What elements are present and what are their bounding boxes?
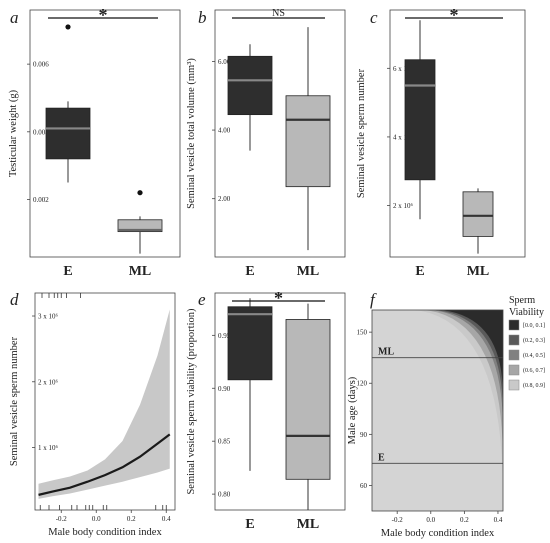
y-axis-label-e: Seminal vesicle sperm viability (proport… [186, 308, 197, 495]
fit-line-d [38, 433, 171, 496]
contour-band-2 [427, 310, 503, 435]
y-tick-label-d: 2 x 10⁶ [38, 378, 59, 386]
y-axis-label-d: Seminal vesicle sperm number [9, 336, 20, 466]
panel-c-sperm-number: 2 x 10⁶ 4 x 10⁶ 6 x 10⁶ Seminal vesicle spe… [356, 5, 526, 279]
x-axis-label-f: Male body condition index [381, 528, 495, 539]
legend-title-line1: Sperm [509, 295, 535, 306]
panel-d-sperm-number-vs-condition: -0.2 0.0 0.2 0.4 1 x 10⁶ 2 x 10⁶ 3 x 10⁶ Semina… [9, 292, 176, 538]
age-line-label-ML: ML [378, 347, 394, 358]
panel-label-c: c [370, 8, 378, 27]
box-a-E [45, 107, 91, 160]
y-tick-label-e: 0.95 [218, 332, 231, 340]
contour-band-3 [430, 310, 503, 418]
box-e-ML [285, 319, 331, 480]
box-c-E [404, 59, 436, 181]
contour-band-1 [420, 310, 503, 469]
x-category-label-b-ML: ML [297, 264, 320, 279]
box-b-ML [285, 95, 331, 188]
legend-label-0: [0.0, 0.1] [523, 323, 545, 329]
y-tick-label-a: 0.002 [33, 196, 49, 204]
box-e-E [227, 306, 273, 381]
x-tick-label-d: 0.2 [127, 515, 136, 523]
outlier-point-a [137, 190, 143, 196]
outlier-point-a [65, 24, 71, 30]
y-tick-label-f: 120 [357, 380, 368, 388]
panel-label-b: b [198, 8, 207, 27]
y-tick-label-a: 0.004 [33, 128, 49, 136]
y-tick-label-f: 90 [360, 431, 368, 439]
panel-label-e: e [198, 290, 206, 309]
significance-label-a: * [99, 5, 108, 25]
y-tick-label-b: 4.00 [218, 127, 231, 135]
y-tick-label-d: 3 x 10⁶ [38, 313, 59, 321]
panel-label-a: a [10, 8, 19, 27]
y-tick-label-b: 6.00 [218, 58, 231, 66]
x-category-label-a-ML: ML [129, 264, 152, 279]
legend-swatch-3 [508, 364, 520, 376]
panel-label-f: f [370, 290, 377, 309]
panel-f-viability-heatmap: ML E -0.2 0.0 0.2 0.4 60 90 120 150 Male age (days… [347, 295, 545, 539]
legend-label-3: (0.6, 0.7] [523, 367, 545, 374]
age-line-label-E: E [378, 452, 385, 463]
panel-e-sperm-viability: 0.80 0.85 0.90 0.95 Seminal vesicle sperm vi… [186, 288, 346, 532]
y-axis-label-a: Testicular weight (g) [8, 89, 19, 177]
x-tick-label-f: 0.0 [426, 516, 435, 524]
y-axis-label-f: Male age (days) [347, 376, 358, 444]
box-c-ML [462, 191, 494, 237]
y-tick-label-e: 0.90 [218, 385, 231, 393]
box-a-ML [117, 219, 163, 233]
legend-label-2: (0.4, 0.5] [523, 352, 545, 359]
legend-swatch-4 [508, 379, 520, 391]
y-tick-label-c: 4 x 10⁶ [393, 133, 414, 141]
y-tick-label-e: 0.85 [218, 438, 231, 446]
x-category-label-a-E: E [63, 264, 72, 279]
significance-label-b: NS [272, 8, 285, 19]
legend-swatch-1 [508, 334, 520, 346]
y-tick-label-c: 6 x 10⁶ [393, 65, 414, 73]
legend-label-4: (0.8, 0.9] [523, 382, 545, 389]
y-tick-label-b: 2.00 [218, 195, 231, 203]
x-category-label-c-E: E [415, 264, 424, 279]
x-category-label-c-ML: ML [467, 264, 490, 279]
x-tick-label-f: 0.2 [460, 516, 469, 524]
plot-frame-f [371, 309, 504, 512]
confidence-band-d [38, 309, 170, 499]
y-tick-label-d: 1 x 10⁶ [38, 444, 59, 452]
significance-label-e: * [274, 288, 283, 308]
legend-label-1: (0.2, 0.3] [523, 337, 545, 344]
y-tick-label-a: 0.006 [33, 61, 49, 69]
x-category-label-e-E: E [245, 517, 254, 532]
legend-title-line2: Viability [509, 307, 544, 318]
x-axis-label-d: Male body condition index [48, 527, 162, 538]
significance-label-c: * [450, 5, 459, 25]
panel-b-seminal-volume: 2.00 4.00 6.00 Seminal vesicle total volume… [186, 8, 346, 279]
x-tick-label-f: -0.2 [392, 516, 404, 524]
panel-a-testicular-weight: 0.002 0.004 0.006 Testicular weight (g) E ML * [8, 5, 181, 279]
contour-band-4 [435, 310, 503, 401]
x-tick-label-f: 0.4 [494, 516, 503, 524]
y-tick-label-f: 150 [357, 329, 368, 337]
box-b-E [227, 55, 273, 116]
heatmap-layer [372, 310, 503, 511]
x-tick-label-d: 0.4 [162, 515, 171, 523]
y-tick-label-f: 60 [360, 482, 368, 490]
y-axis-label-b: Seminal vesicle total volume (mm³) [186, 58, 197, 209]
legend-swatch-2 [508, 349, 520, 361]
x-tick-label-d: 0.0 [92, 515, 101, 523]
x-category-label-e-ML: ML [297, 517, 320, 532]
x-tick-label-d: -0.2 [56, 515, 68, 523]
legend-swatch-0 [508, 319, 520, 331]
x-category-label-b-E: E [245, 264, 254, 279]
panel-label-d: d [10, 290, 19, 309]
y-tick-label-e: 0.80 [218, 491, 231, 499]
y-axis-label-c: Seminal vesicle sperm number [356, 68, 367, 198]
y-tick-label-c: 2 x 10⁶ [393, 202, 414, 210]
